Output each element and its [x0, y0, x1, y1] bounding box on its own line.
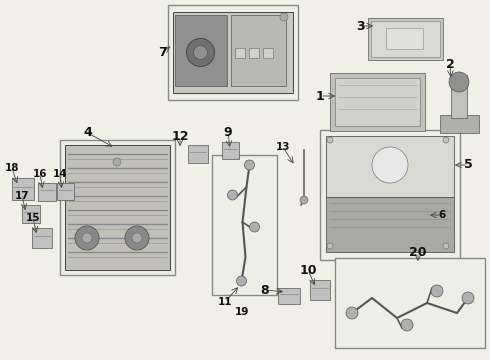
- Text: 12: 12: [171, 130, 189, 144]
- Bar: [235, 48, 245, 58]
- Circle shape: [82, 233, 92, 243]
- Text: 7: 7: [158, 45, 167, 58]
- Text: 20: 20: [409, 246, 427, 258]
- Circle shape: [327, 137, 333, 143]
- Text: 10: 10: [299, 264, 317, 276]
- Circle shape: [443, 243, 449, 249]
- Text: 16: 16: [33, 169, 47, 179]
- Circle shape: [449, 72, 469, 92]
- Text: 6: 6: [439, 210, 445, 220]
- Bar: [263, 48, 272, 58]
- Circle shape: [249, 222, 260, 232]
- Bar: [371, 21, 440, 57]
- Circle shape: [280, 13, 288, 21]
- Bar: [32, 228, 52, 248]
- Bar: [175, 15, 227, 86]
- Text: 9: 9: [224, 126, 232, 139]
- Text: 14: 14: [53, 169, 67, 179]
- Bar: [278, 288, 300, 304]
- Bar: [451, 75, 467, 118]
- Text: 1: 1: [316, 90, 324, 103]
- Circle shape: [245, 160, 254, 170]
- Circle shape: [227, 190, 238, 200]
- Bar: [212, 155, 277, 295]
- Text: 3: 3: [356, 19, 364, 32]
- Bar: [335, 258, 485, 348]
- Circle shape: [113, 158, 121, 166]
- Text: 18: 18: [5, 163, 19, 173]
- Circle shape: [237, 276, 246, 286]
- Bar: [335, 78, 420, 126]
- Text: 19: 19: [235, 307, 249, 317]
- Circle shape: [132, 233, 142, 243]
- Circle shape: [346, 307, 358, 319]
- Text: 5: 5: [464, 158, 472, 171]
- Bar: [12, 178, 34, 200]
- Bar: [173, 12, 293, 93]
- Circle shape: [431, 285, 443, 297]
- Bar: [330, 73, 425, 131]
- Text: 17: 17: [15, 191, 29, 201]
- Bar: [326, 136, 454, 197]
- Bar: [440, 115, 479, 133]
- Bar: [188, 145, 208, 163]
- Bar: [57, 183, 74, 200]
- Text: 2: 2: [445, 58, 454, 71]
- Bar: [326, 197, 454, 252]
- Circle shape: [401, 319, 413, 331]
- Bar: [320, 130, 460, 260]
- Bar: [386, 28, 423, 49]
- Text: 11: 11: [218, 297, 232, 307]
- Circle shape: [125, 226, 149, 250]
- Circle shape: [462, 292, 474, 304]
- Bar: [60, 140, 175, 275]
- Text: 13: 13: [276, 142, 290, 152]
- Bar: [249, 48, 259, 58]
- Circle shape: [443, 137, 449, 143]
- Circle shape: [300, 196, 308, 204]
- Text: 8: 8: [261, 284, 270, 297]
- Bar: [22, 205, 40, 223]
- Bar: [310, 280, 330, 300]
- Circle shape: [194, 45, 208, 59]
- Bar: [368, 18, 443, 60]
- Text: 15: 15: [26, 213, 40, 223]
- Circle shape: [327, 243, 333, 249]
- Circle shape: [187, 39, 215, 67]
- Text: 4: 4: [84, 126, 93, 139]
- Bar: [65, 145, 170, 270]
- Bar: [222, 142, 239, 159]
- Bar: [168, 5, 298, 100]
- Bar: [231, 15, 286, 86]
- Bar: [38, 183, 56, 201]
- Circle shape: [75, 226, 99, 250]
- Circle shape: [372, 147, 408, 183]
